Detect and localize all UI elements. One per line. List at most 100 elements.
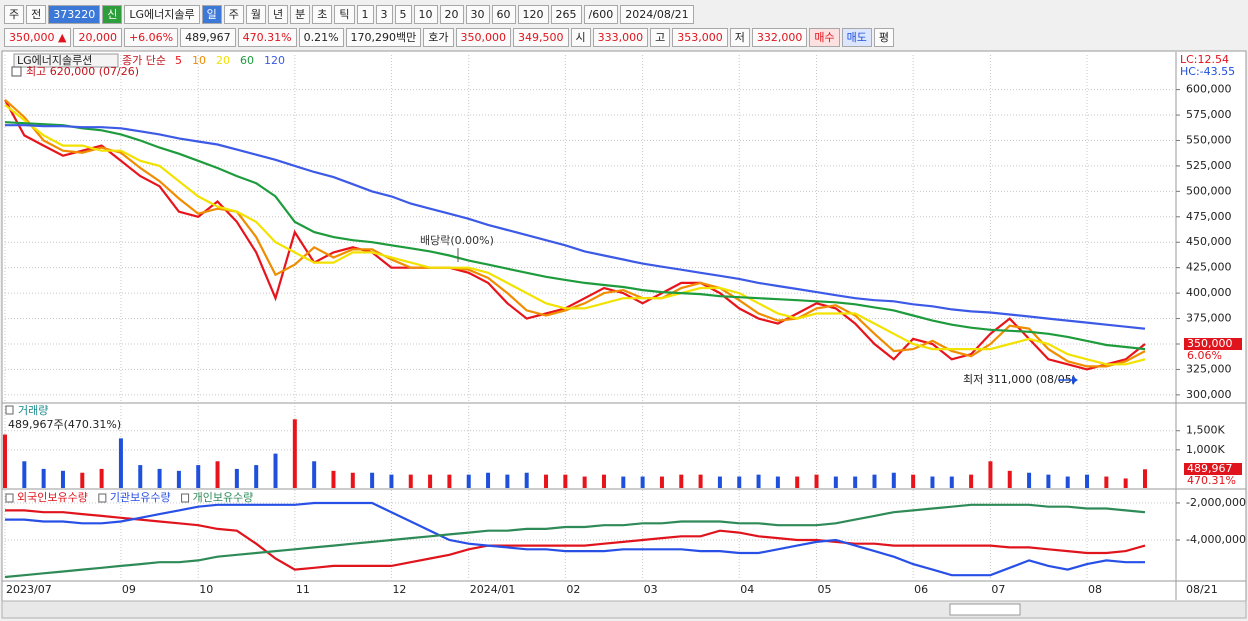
series-line xyxy=(4,104,1146,366)
toolbar-item[interactable]: 470.31% xyxy=(237,27,297,47)
volume-bar xyxy=(988,461,993,488)
legend-icon xyxy=(181,493,190,503)
toolbar-item[interactable]: +6.06% xyxy=(123,27,179,47)
y-tick-label: -2,000,000 xyxy=(1186,496,1246,509)
toolbar-item[interactable]: 349,500 xyxy=(513,27,569,47)
scrollbar[interactable] xyxy=(1,600,1247,619)
x-tick-label: 06 xyxy=(914,583,928,596)
volume-bar xyxy=(80,472,85,488)
legend-entry: 120 xyxy=(264,54,285,67)
toolbar-item[interactable]: 시 xyxy=(570,27,591,47)
volume-bar xyxy=(505,474,510,488)
toolbar-item[interactable]: 월 xyxy=(245,4,267,24)
toolbar-item[interactable]: 10 xyxy=(413,4,438,24)
toolbar-item[interactable]: 틱 xyxy=(334,4,355,24)
x-tick-label: 03 xyxy=(644,583,658,596)
volume-bar xyxy=(1143,469,1147,488)
toolbar-item[interactable]: 2024/08/21 xyxy=(620,4,694,24)
scroll-thumb[interactable] xyxy=(949,603,1021,616)
toolbar-item[interactable]: 매수 xyxy=(809,27,840,47)
x-tick-label: 02 xyxy=(566,583,580,596)
toolbar-item[interactable]: 489,967 xyxy=(180,27,236,47)
toolbar-item[interactable]: 332,000 xyxy=(751,27,808,47)
volume-bar xyxy=(1123,478,1128,488)
chart-title: LG에너지솔루션 xyxy=(17,54,92,67)
annotation: 최고 620,000 (07/26) xyxy=(26,65,139,78)
chart-subtitle: 종가 단순 xyxy=(122,54,166,67)
y-tick-label: 575,000 xyxy=(1186,108,1232,121)
toolbar-item[interactable]: 저 xyxy=(729,27,750,47)
toolbar-item[interactable]: 신 xyxy=(102,4,123,24)
y-tick-label: 475,000 xyxy=(1186,210,1232,223)
volume-bar xyxy=(389,474,394,488)
volume-bar xyxy=(22,461,27,488)
volume-bar xyxy=(234,468,239,488)
legend-entry: 개인보유수량 xyxy=(193,491,254,504)
toolbar-item[interactable]: 60 xyxy=(491,4,516,24)
volume-bar xyxy=(544,474,549,488)
toolbar-item[interactable]: 평 xyxy=(873,27,895,47)
toolbar-item[interactable]: 초 xyxy=(312,4,333,24)
volume-bar xyxy=(486,472,491,488)
y-tick-label: 600,000 xyxy=(1186,83,1232,96)
toolbar-item[interactable]: 20,000 xyxy=(73,27,122,47)
toolbar-item[interactable]: 333,000 xyxy=(592,27,649,47)
title-box xyxy=(13,53,119,68)
series-line xyxy=(5,124,1146,330)
x-tick-label: 10 xyxy=(199,583,213,596)
toolbar-item[interactable]: 호가 xyxy=(423,27,454,47)
volume-bar xyxy=(563,474,568,488)
toolbar-item[interactable]: 350,000 xyxy=(455,27,512,47)
series-line xyxy=(5,509,1146,571)
volume-bar xyxy=(1046,474,1051,488)
toolbar-item[interactable]: 350,000 ▲ xyxy=(4,27,72,47)
toolbar-item[interactable]: 주 xyxy=(4,4,25,24)
last-value-box xyxy=(1184,337,1242,350)
toolbar-item[interactable]: /600 xyxy=(583,4,619,24)
toolbar-item[interactable]: 353,000 xyxy=(672,27,728,47)
toolbar-item[interactable]: 30 xyxy=(465,4,490,24)
legend-icon xyxy=(98,493,107,503)
series-line xyxy=(5,501,1145,577)
legend-entry: 60 xyxy=(240,54,254,67)
y-tick-label: 1,500K xyxy=(1186,424,1225,437)
volume-bar xyxy=(640,476,645,488)
x-tick-label: 12 xyxy=(392,583,406,596)
toolbar-item[interactable]: LG에너지솔루 xyxy=(124,4,200,24)
volume-bar xyxy=(737,476,742,488)
toolbar-item[interactable]: 년 xyxy=(268,4,289,24)
volume-bar xyxy=(118,438,123,488)
toolbar-item[interactable]: 3 xyxy=(375,4,393,24)
volume-bar xyxy=(949,476,954,488)
y-tick-label: 300,000 xyxy=(1186,388,1232,401)
toolbar-item[interactable]: 일 xyxy=(201,4,222,24)
toolbar-item[interactable]: 20 xyxy=(439,4,464,24)
volume-bar xyxy=(447,474,452,488)
volume-bar xyxy=(292,419,297,488)
volume-bar xyxy=(3,434,7,488)
x-tick-label: 07 xyxy=(991,583,1005,596)
legend-entry: 10 xyxy=(192,54,206,67)
toolbar-item[interactable]: 0.21% xyxy=(298,27,344,47)
toolbar-item[interactable]: 매도 xyxy=(841,27,872,47)
volume-bar xyxy=(659,476,664,488)
x-tick-label: 05 xyxy=(818,583,832,596)
y-tick-label: 325,000 xyxy=(1186,362,1232,375)
toolbar-item[interactable]: 주 xyxy=(223,4,244,24)
toolbar-item[interactable]: 373220 xyxy=(48,4,101,24)
toolbar-item[interactable]: 5 xyxy=(394,4,412,24)
toolbar-item[interactable]: 고 xyxy=(650,27,671,47)
toolbar-item[interactable]: 120 xyxy=(517,4,549,24)
last-value-box xyxy=(1184,463,1242,475)
toolbar-item[interactable]: 170,290백만 xyxy=(345,27,422,47)
toolbar-item[interactable]: 265 xyxy=(550,4,582,24)
toolbar-item[interactable]: 1 xyxy=(356,4,374,24)
volume-bar xyxy=(814,474,819,488)
toolbar-item[interactable]: 전 xyxy=(26,4,47,24)
series-line xyxy=(4,99,1146,371)
legend-entry: 5 xyxy=(175,54,182,67)
x-tick-label: 11 xyxy=(296,583,310,596)
lc-label: LC:12.54 xyxy=(1180,53,1229,66)
toolbar-item[interactable]: 분 xyxy=(290,4,311,24)
x-tick-label: 2024/01 xyxy=(470,583,516,596)
